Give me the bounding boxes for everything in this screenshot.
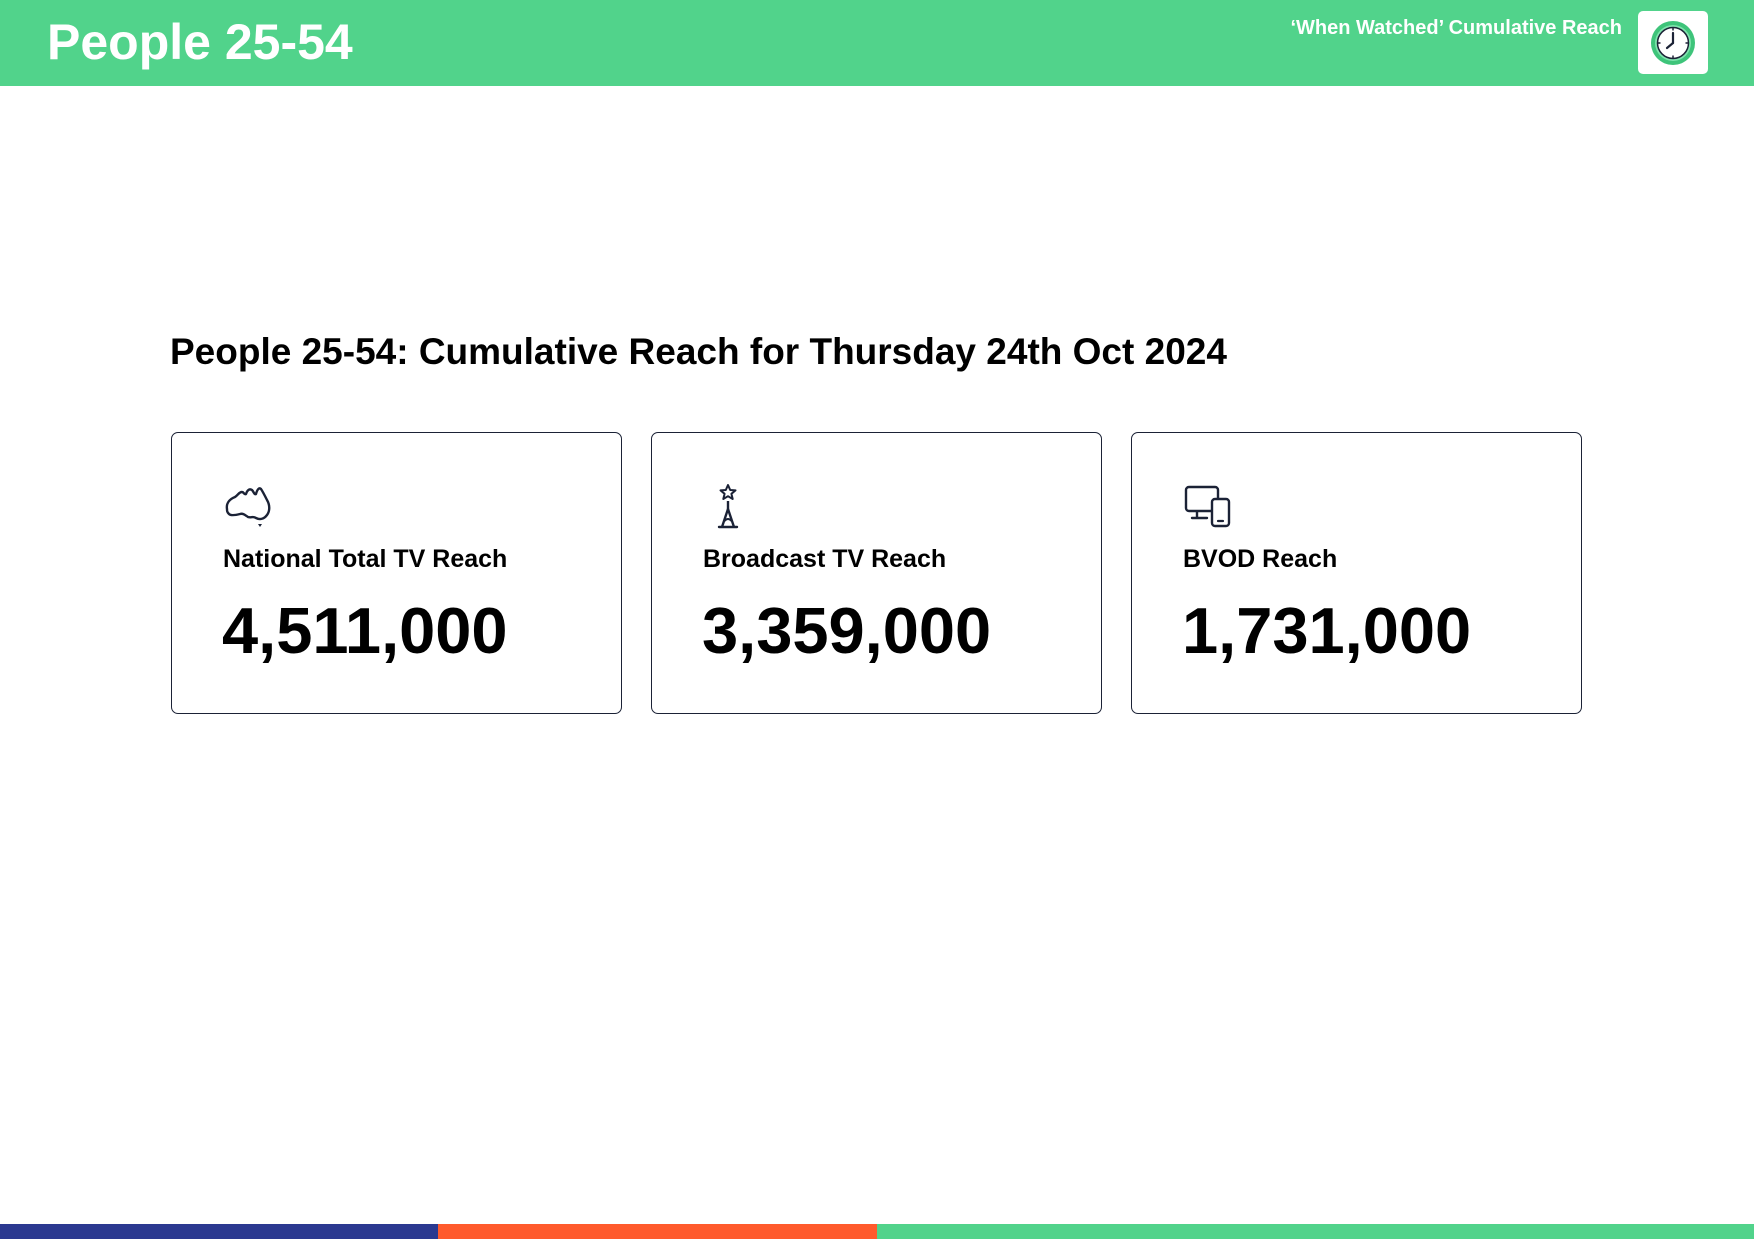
card-value: 1,731,000: [1182, 594, 1472, 667]
page-title: People 25-54: [47, 14, 353, 70]
bvod-reach-card: BVOD Reach 1,731,000: [1131, 432, 1582, 714]
national-total-tv-reach-card: National Total TV Reach 4,511,000: [171, 432, 622, 714]
section-title: People 25-54: Cumulative Reach for Thurs…: [170, 331, 1227, 372]
devices-icon: [1184, 485, 1231, 528]
clock-icon: [1651, 20, 1695, 65]
footer-color-bar: [0, 1224, 1754, 1239]
clock-logo: [1638, 11, 1708, 74]
footer-segment-navy: [0, 1224, 438, 1239]
broadcast-tv-reach-card: Broadcast TV Reach 3,359,000: [651, 432, 1102, 714]
australia-map-icon: [225, 487, 271, 527]
footer-segment-green: [877, 1224, 1754, 1239]
footer-segment-orange: [438, 1224, 877, 1239]
card-label: BVOD Reach: [1183, 545, 1338, 573]
header-subtitle: ‘When Watched’ Cumulative Reach: [1290, 17, 1622, 39]
card-value: 4,511,000: [222, 594, 508, 667]
card-value: 3,359,000: [702, 594, 992, 667]
broadcast-tower-icon: [717, 484, 739, 529]
card-label: National Total TV Reach: [223, 545, 508, 573]
card-label: Broadcast TV Reach: [703, 545, 947, 573]
header-bar: People 25-54 ‘When Watched’ Cumulative R…: [0, 0, 1754, 86]
